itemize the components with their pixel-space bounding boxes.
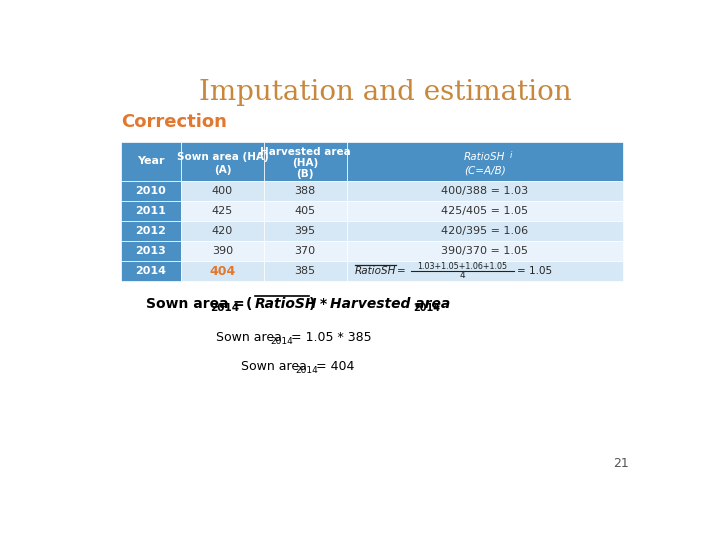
FancyBboxPatch shape <box>264 141 347 181</box>
Text: 21: 21 <box>613 457 629 470</box>
Text: i: i <box>510 151 512 160</box>
Text: Year: Year <box>137 157 165 166</box>
Text: Sown area: Sown area <box>145 297 228 311</box>
Text: 404: 404 <box>210 265 235 278</box>
FancyBboxPatch shape <box>347 181 623 201</box>
Text: 420/395 = 1.06: 420/395 = 1.06 <box>441 226 528 236</box>
FancyBboxPatch shape <box>181 221 264 241</box>
Text: = 1.05: = 1.05 <box>517 266 552 276</box>
FancyBboxPatch shape <box>181 141 264 181</box>
Text: Harvested area: Harvested area <box>260 146 351 157</box>
FancyBboxPatch shape <box>121 201 181 221</box>
Text: Correction: Correction <box>121 113 227 131</box>
FancyBboxPatch shape <box>181 261 264 281</box>
FancyBboxPatch shape <box>121 261 181 281</box>
FancyBboxPatch shape <box>121 241 181 261</box>
Text: 2014: 2014 <box>295 366 318 375</box>
Text: = 1.05 * 385: = 1.05 * 385 <box>291 330 372 343</box>
Text: (HA): (HA) <box>292 158 318 168</box>
Text: =: = <box>233 297 244 311</box>
FancyBboxPatch shape <box>264 201 347 221</box>
Text: RatioSH: RatioSH <box>355 266 396 276</box>
Text: 2011: 2011 <box>135 206 166 216</box>
Text: Sown area: Sown area <box>240 360 307 373</box>
Text: 395: 395 <box>294 226 316 236</box>
Text: 425: 425 <box>212 206 233 216</box>
Text: 390/370 = 1.05: 390/370 = 1.05 <box>441 246 528 256</box>
FancyBboxPatch shape <box>347 141 623 181</box>
Text: *: * <box>320 297 326 311</box>
FancyBboxPatch shape <box>264 221 347 241</box>
FancyBboxPatch shape <box>181 241 264 261</box>
FancyBboxPatch shape <box>121 141 181 181</box>
Text: 2010: 2010 <box>135 186 166 196</box>
Text: (A): (A) <box>214 165 231 175</box>
Text: 4: 4 <box>459 271 465 280</box>
Text: 385: 385 <box>294 266 316 276</box>
Text: Harvested area: Harvested area <box>330 297 451 311</box>
Text: RatioSH: RatioSH <box>464 152 505 162</box>
FancyBboxPatch shape <box>347 241 623 261</box>
Text: 2012: 2012 <box>135 226 166 236</box>
Text: Imputation and estimation: Imputation and estimation <box>199 79 572 106</box>
FancyBboxPatch shape <box>347 221 623 241</box>
Text: 390: 390 <box>212 246 233 256</box>
Text: (C=A/B): (C=A/B) <box>464 165 505 175</box>
Text: (B): (B) <box>297 169 314 179</box>
Text: Sown area (HA): Sown area (HA) <box>176 152 269 162</box>
FancyBboxPatch shape <box>264 261 347 281</box>
Text: 420: 420 <box>212 226 233 236</box>
Text: 2014: 2014 <box>413 303 440 313</box>
Text: 370: 370 <box>294 246 316 256</box>
FancyBboxPatch shape <box>181 181 264 201</box>
Text: RatioSH: RatioSH <box>255 297 317 311</box>
Text: 2014: 2014 <box>270 337 293 346</box>
Text: 388: 388 <box>294 186 316 196</box>
Text: 2014: 2014 <box>210 303 239 313</box>
FancyBboxPatch shape <box>264 241 347 261</box>
Text: 2014: 2014 <box>135 266 166 276</box>
Text: 400: 400 <box>212 186 233 196</box>
FancyBboxPatch shape <box>347 261 623 281</box>
Text: 425/405 = 1.05: 425/405 = 1.05 <box>441 206 528 216</box>
Text: =: = <box>397 266 406 276</box>
FancyBboxPatch shape <box>181 201 264 221</box>
Text: ): ) <box>310 297 315 311</box>
FancyBboxPatch shape <box>121 181 181 201</box>
Text: 2013: 2013 <box>135 246 166 256</box>
Text: Sown area: Sown area <box>215 330 282 343</box>
Text: 405: 405 <box>294 206 316 216</box>
Text: 400/388 = 1.03: 400/388 = 1.03 <box>441 186 528 196</box>
FancyBboxPatch shape <box>121 221 181 241</box>
Text: = 404: = 404 <box>316 360 354 373</box>
Text: 1.03+1.05+1.06+1.05: 1.03+1.05+1.06+1.05 <box>418 262 508 271</box>
FancyBboxPatch shape <box>264 181 347 201</box>
FancyBboxPatch shape <box>347 201 623 221</box>
Text: (: ( <box>246 297 253 311</box>
